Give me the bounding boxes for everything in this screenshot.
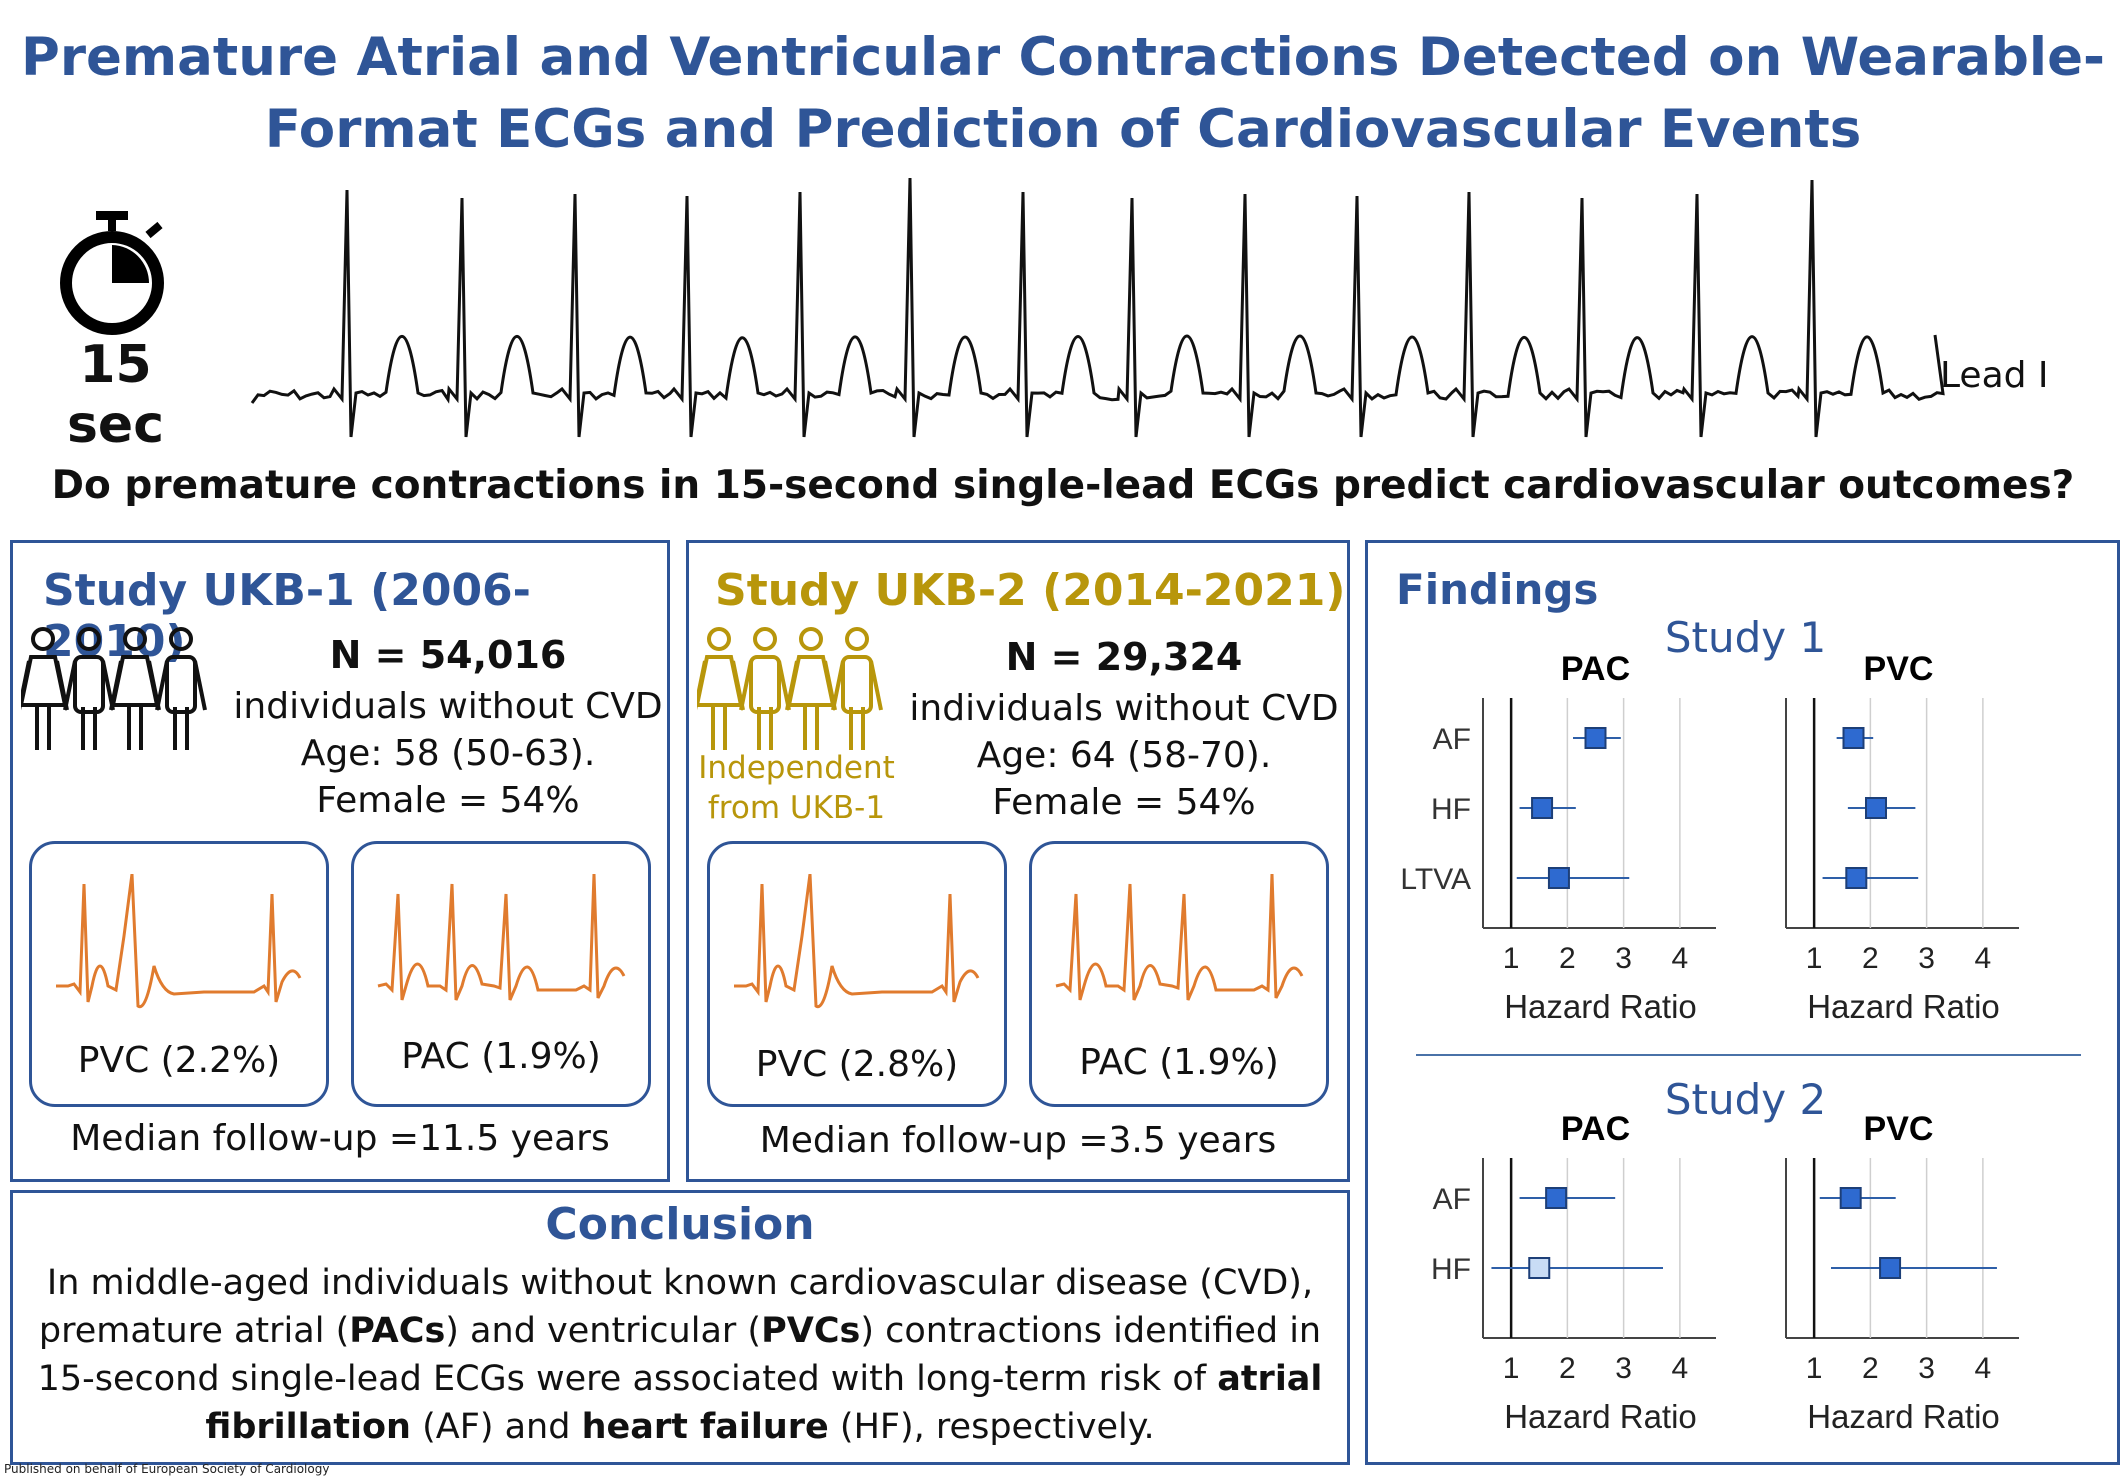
findings-title: Findings — [1396, 565, 1599, 614]
study-1-subtitle: Study 1 — [1664, 613, 1827, 662]
hr-marker — [1584, 727, 1607, 749]
plot-title: PAC — [1561, 650, 1630, 688]
conclusion-line-2: premature atrial (PACs) and ventricular … — [38, 1311, 1322, 1351]
pvc-card: PVC (2.8%) — [707, 841, 1007, 1107]
x-tick-label: 1 — [1503, 1352, 1520, 1385]
x-axis-label: Hazard Ratio — [1504, 988, 1697, 1025]
study-ukb1-panel: Study UKB-1 (2006-2010) N = 54,016 indiv… — [10, 540, 670, 1182]
row-label: HF — [1431, 793, 1471, 826]
study-2-subtitle: Study 2 — [1664, 1075, 1827, 1124]
hr-marker — [1528, 1257, 1551, 1279]
x-tick-label: 4 — [1672, 942, 1689, 975]
hr-marker — [1547, 867, 1570, 889]
followup-label: Median follow-up =3.5 years — [759, 1120, 1277, 1161]
forest-plot-3: PAC 1 2 3 4 Hazard Ratio AF HF — [1431, 1110, 1716, 1435]
population-desc: individuals without CVD — [233, 686, 663, 727]
forest-plot-2: PVC 1 2 3 4 Hazard Ratio — [1785, 650, 2019, 1025]
row-label: AF — [1433, 1183, 1471, 1216]
conclusion-title: Conclusion — [545, 1199, 815, 1250]
pac-card: PAC (1.9%) — [351, 841, 651, 1107]
pac-card: PAC (1.9%) — [1029, 841, 1329, 1107]
hr-marker — [1865, 797, 1887, 819]
pac-label: PAC (1.9%) — [401, 1036, 601, 1077]
findings-panel: Findings Study 1 Study 2 PAC 1 2 3 4 Hazard R… — [1365, 540, 2120, 1465]
sample-size: N = 29,324 — [1005, 635, 1243, 679]
x-tick-label: 4 — [1975, 942, 1992, 975]
plot-title: PVC — [1864, 650, 1934, 688]
x-tick-label: 1 — [1503, 942, 1520, 975]
title-line-1: Premature Atrial and Ventricular Contrac… — [20, 27, 2106, 88]
x-tick-label: 3 — [1918, 942, 1935, 975]
hr-marker — [1842, 727, 1865, 749]
x-tick-label: 2 — [1862, 1352, 1879, 1385]
independent-line-2: from UKB-1 — [707, 790, 886, 826]
followup-label: Median follow-up =11.5 years — [70, 1118, 610, 1159]
plot-title: PVC — [1864, 1110, 1934, 1148]
hr-marker — [1839, 1187, 1862, 1209]
x-tick-label: 2 — [1559, 1352, 1576, 1385]
duration-label: 15 sec — [66, 335, 165, 455]
x-tick-label: 4 — [1672, 1352, 1689, 1385]
research-question: Do premature contractions in 15-second s… — [51, 463, 2075, 508]
people-group-icon — [21, 627, 207, 750]
age-stat: Age: 58 (50-63). — [300, 733, 596, 774]
title-line-2: Format ECGs and Prediction of Cardiovasc… — [264, 99, 1862, 160]
x-tick-label: 2 — [1862, 942, 1879, 975]
pac-label: PAC (1.9%) — [1079, 1042, 1279, 1083]
x-axis-label: Hazard Ratio — [1807, 1398, 2000, 1435]
divider — [1416, 1054, 2081, 1056]
people-group-icon — [697, 627, 883, 750]
conclusion-text: In middle-aged individuals without known… — [13, 1259, 1347, 1451]
independent-note: Independent from UKB-1 — [689, 748, 904, 828]
lead-label: Lead I — [1940, 355, 2049, 396]
conclusion-panel: Conclusion In middle-aged individuals wi… — [10, 1190, 1350, 1465]
x-axis-label: Hazard Ratio — [1504, 1398, 1697, 1435]
study-ukb2-panel: Study UKB-2 (2014-2021) Independent from… — [686, 540, 1350, 1182]
hr-marker — [1845, 867, 1868, 889]
page-title: Premature Atrial and Ventricular Contrac… — [0, 22, 2126, 166]
age-stat: Age: 64 (58-70). — [976, 735, 1272, 776]
pvc-ecg-trace — [56, 874, 302, 1009]
x-tick-label: 3 — [1918, 1352, 1935, 1385]
forest-plots: PAC 1 2 3 4 Hazard Ratio AF HF LTVA PVC 1 2 3 4 Hazard… — [1400, 650, 2019, 1435]
x-axis-label: Hazard Ratio — [1807, 988, 2000, 1025]
hr-marker — [1531, 797, 1554, 819]
study-title: Study UKB-1 (2006-2010) — [43, 565, 531, 667]
female-stat: Female = 54% — [316, 780, 580, 821]
pvc-ecg-trace — [734, 874, 980, 1009]
plot-title: PAC — [1561, 1110, 1630, 1148]
forest-plot-1: PAC 1 2 3 4 Hazard Ratio AF HF LTVA — [1400, 650, 1716, 1025]
conclusion-line-1: In middle-aged individuals without known… — [46, 1263, 1314, 1303]
forest-plot-4: PVC 1 2 3 4 Hazard Ratio — [1785, 1110, 2019, 1435]
x-tick-label: 1 — [1806, 942, 1823, 975]
pvc-label: PVC (2.8%) — [755, 1044, 959, 1085]
study-title: Study UKB-2 (2014-2021) — [715, 565, 1346, 616]
hr-marker — [1545, 1187, 1568, 1209]
female-stat: Female = 54% — [992, 782, 1256, 823]
ecg-lead-i-trace — [250, 177, 1945, 438]
x-tick-label: 1 — [1806, 1352, 1823, 1385]
hr-marker — [1879, 1257, 1902, 1279]
row-label: AF — [1433, 723, 1471, 756]
pac-ecg-trace — [377, 874, 626, 1001]
row-label: LTVA — [1400, 863, 1471, 896]
sample-size: N = 54,016 — [329, 633, 567, 677]
pvc-card: PVC (2.2%) — [29, 841, 329, 1107]
x-tick-label: 3 — [1615, 942, 1632, 975]
pac-ecg-trace — [1055, 874, 1304, 1001]
stopwatch-icon — [60, 211, 164, 335]
x-tick-label: 3 — [1615, 1352, 1632, 1385]
footer-credit: Published on behalf of European Society … — [4, 1462, 330, 1476]
pvc-label: PVC (2.2%) — [77, 1040, 281, 1081]
x-tick-label: 2 — [1559, 942, 1576, 975]
row-label: HF — [1431, 1253, 1471, 1286]
population-desc: individuals without CVD — [909, 688, 1339, 729]
conclusion-line-3: 15-second single-lead ECGs were associat… — [37, 1359, 1323, 1399]
independent-line-1: Independent — [698, 750, 895, 786]
x-tick-label: 4 — [1975, 1352, 1992, 1385]
conclusion-line-4: fibrillation (AF) and heart failure (HF)… — [205, 1407, 1155, 1447]
